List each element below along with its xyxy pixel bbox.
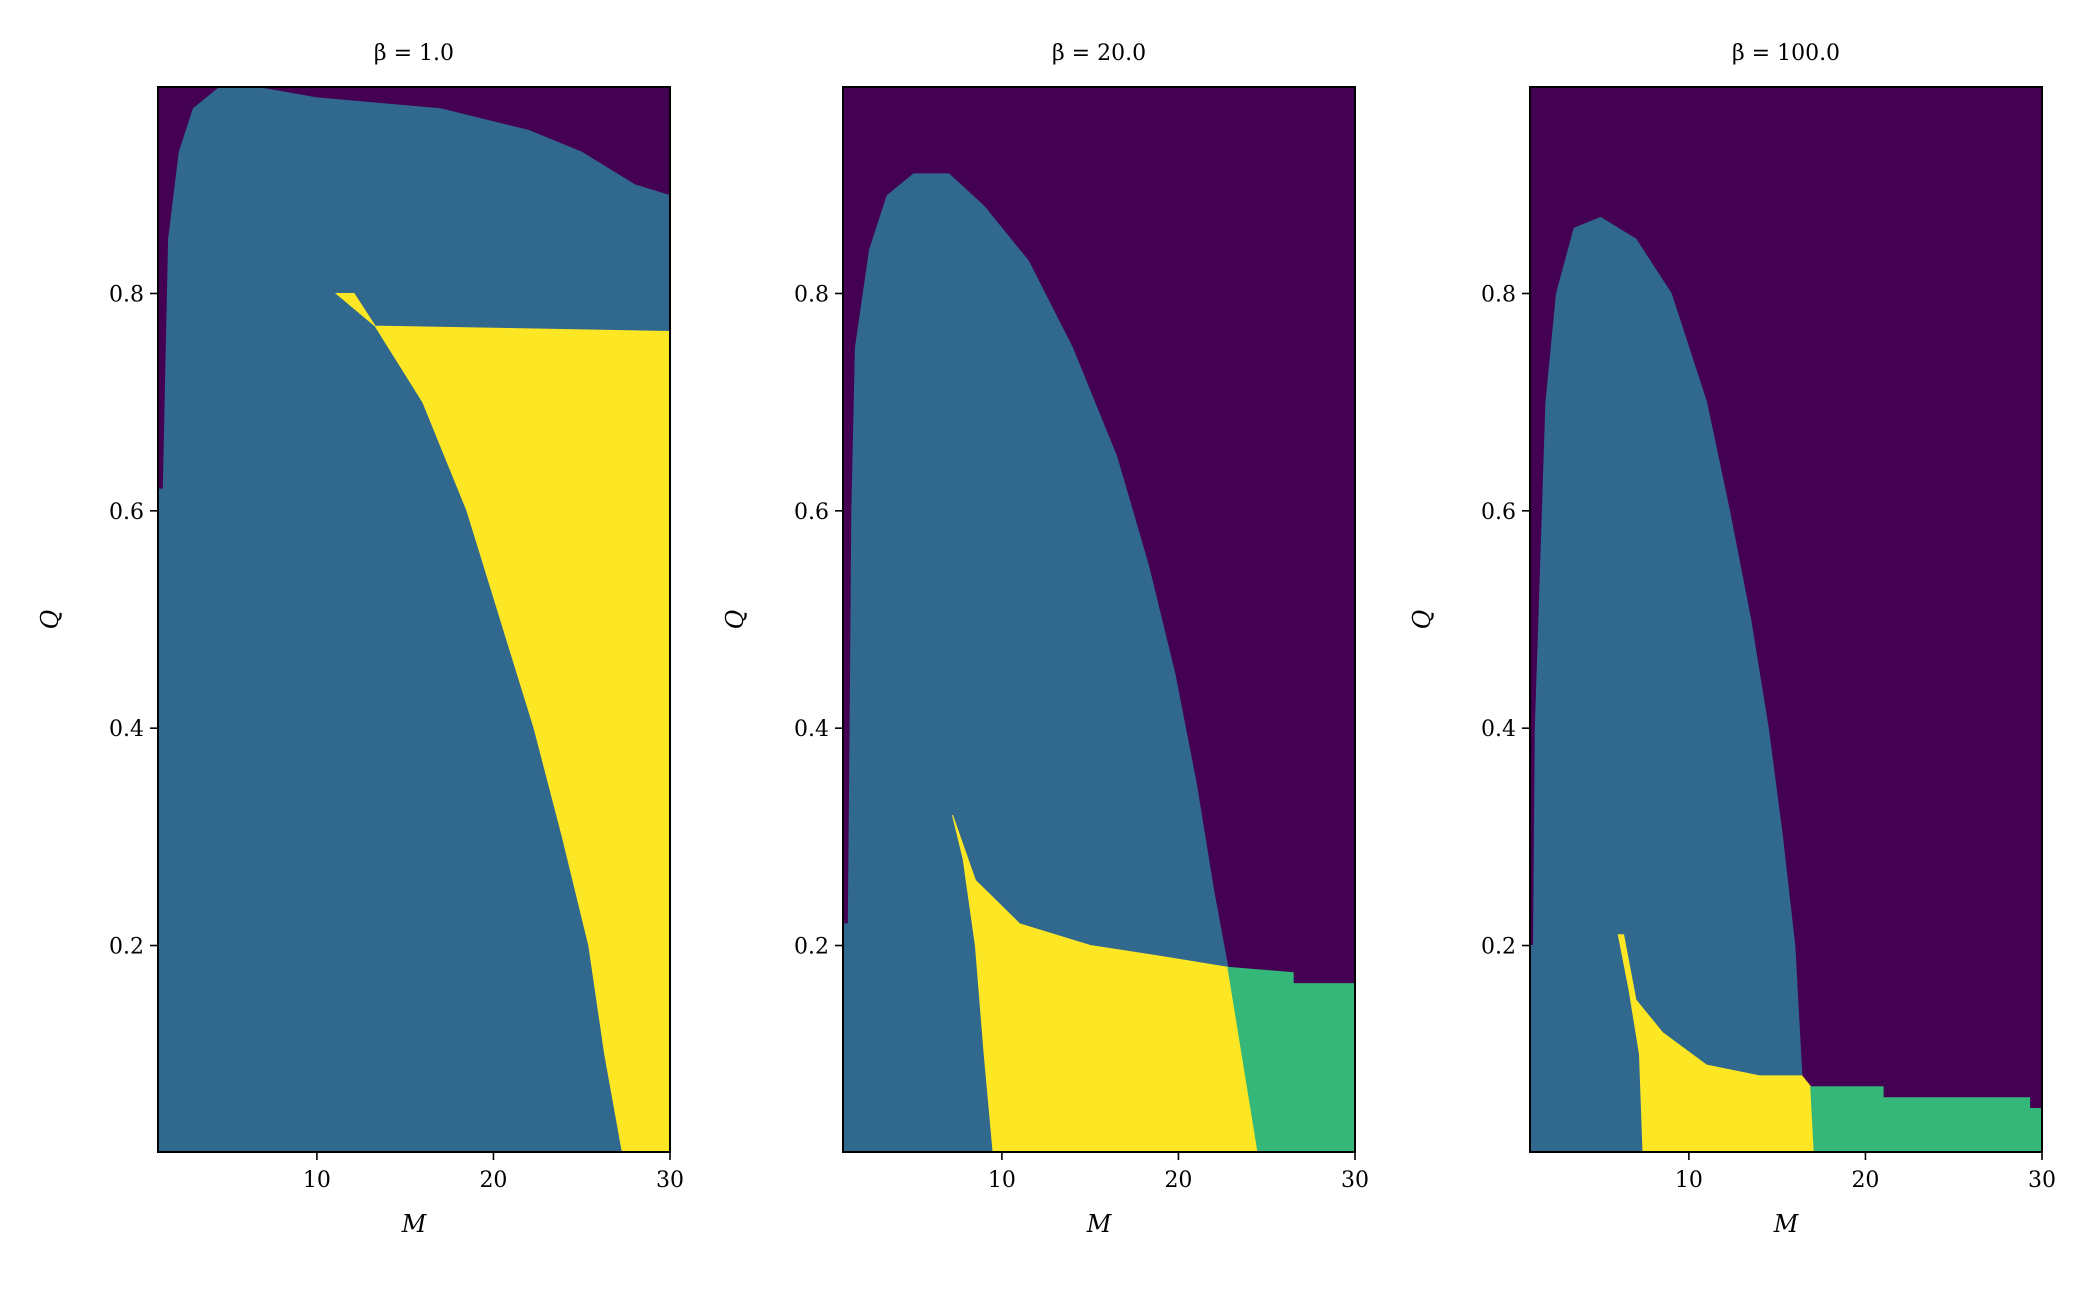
plot-frame bbox=[842, 86, 1356, 1153]
y-axis-label: Q bbox=[721, 610, 749, 630]
y-axis-label: Q bbox=[1408, 610, 1436, 630]
y-tick-label: 0.6 bbox=[794, 500, 829, 525]
x-tick-label: 20 bbox=[1164, 1168, 1192, 1193]
x-tick-label: 10 bbox=[988, 1168, 1016, 1193]
panel-beta-20: β = 20.0 M Q 10 20 30 0.2 0.4 0.6 0.8 bbox=[721, 41, 1369, 1238]
panel-title: β = 100.0 bbox=[1732, 41, 1840, 66]
y-axis-label: Q bbox=[36, 610, 64, 630]
y-tick-label: 0.8 bbox=[794, 282, 829, 307]
x-tick-label: 20 bbox=[1851, 1168, 1879, 1193]
y-tick-label: 0.4 bbox=[109, 717, 144, 742]
panel-title: β = 20.0 bbox=[1052, 41, 1146, 66]
y-tick-label: 0.4 bbox=[794, 717, 829, 742]
y-tick-label: 0.2 bbox=[794, 935, 829, 960]
y-tick-label: 0.8 bbox=[1481, 282, 1516, 307]
x-axis-label: M bbox=[401, 1210, 428, 1238]
x-tick-label: 30 bbox=[2028, 1168, 2056, 1193]
y-tick-label: 0.4 bbox=[1481, 717, 1516, 742]
x-tick-label: 20 bbox=[479, 1168, 507, 1193]
heatmap-region-2 bbox=[1810, 1086, 2042, 1152]
heatmap-region-3 bbox=[334, 293, 670, 1152]
x-tick-label: 10 bbox=[1675, 1168, 1703, 1193]
panel-beta-100: β = 100.0 M Q 10 20 30 0.2 0.4 0.6 0.8 bbox=[1408, 41, 2056, 1238]
y-tick-label: 0.2 bbox=[1481, 935, 1516, 960]
y-tick-label: 0.6 bbox=[1481, 500, 1516, 525]
x-tick-label: 30 bbox=[1341, 1168, 1369, 1193]
panel-title: β = 1.0 bbox=[374, 41, 454, 66]
panel-beta-1: β = 1.0 M Q 10 20 30 0.2 0.4 0.6 0.8 bbox=[36, 41, 684, 1238]
y-tick-label: 0.6 bbox=[109, 500, 144, 525]
plot-frame bbox=[157, 86, 671, 1153]
x-tick-label: 30 bbox=[656, 1168, 684, 1193]
plot-frame bbox=[1529, 86, 2043, 1153]
x-axis-label: M bbox=[1773, 1210, 1800, 1238]
x-axis-label: M bbox=[1086, 1210, 1113, 1238]
y-tick-label: 0.2 bbox=[109, 935, 144, 960]
y-tick-label: 0.8 bbox=[109, 282, 144, 307]
heatmap-region-2 bbox=[1227, 966, 1355, 1152]
x-tick-label: 10 bbox=[303, 1168, 331, 1193]
heatmap-area bbox=[158, 87, 670, 1152]
heatmap-area bbox=[1530, 87, 2042, 1152]
heatmap-area bbox=[843, 87, 1355, 1152]
